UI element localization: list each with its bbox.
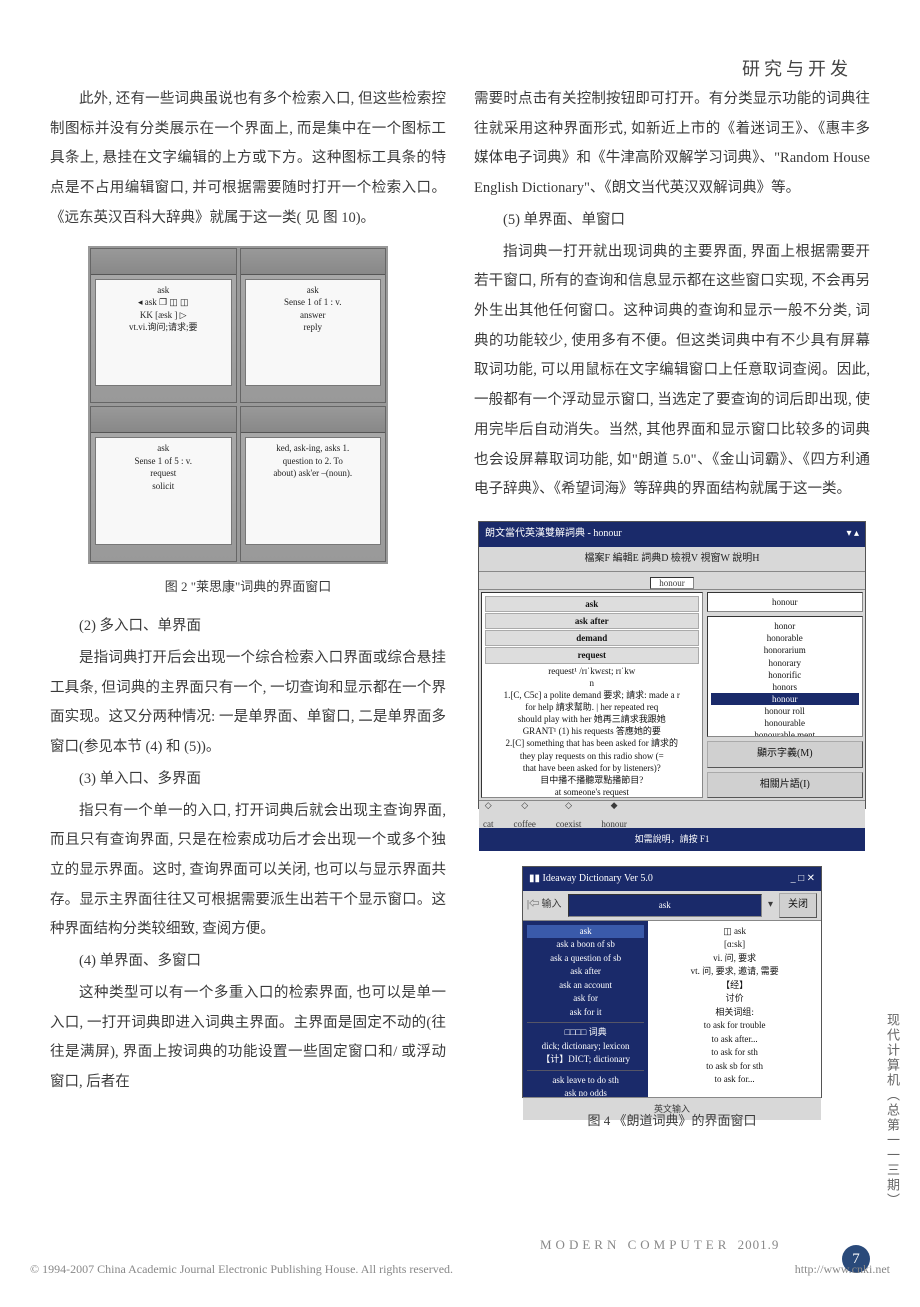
fig3-li-2[interactable]: honorarium (711, 644, 859, 656)
fig3-li-4[interactable]: honorific (711, 669, 859, 681)
figure-4-caption: 图 4 《朗道词典》的界面窗口 (474, 1108, 870, 1135)
fig3-btn-phrase[interactable]: 相關片語(I) (707, 772, 863, 799)
fig3-li-6[interactable]: honour (711, 693, 859, 705)
fig4-li-0[interactable]: ask (527, 925, 644, 939)
para-l1: 此外, 还有一些词典虽说也有多个检索入口, 但这些检索控制图标并没有分类展示在一… (50, 85, 446, 234)
fig4-dropdown-icon[interactable]: ▾ (768, 895, 773, 916)
fig4-li-10[interactable]: ask leave to do sth (527, 1070, 644, 1088)
fig2-panel-3: ask Sense 1 of 5 : v. request solicit (90, 406, 237, 562)
fig4-window-controls[interactable]: _ □ ✕ (791, 869, 815, 890)
side-margin-text: 现代计算机︵总第一一三期︶ (884, 1013, 902, 1208)
fig3-toolbar[interactable]: honour (479, 572, 865, 590)
left-column: 此外, 还有一些词典虽说也有多个检索入口, 但这些检索控制图标并没有分类展示在一… (50, 85, 446, 1146)
heading-3: (3) 单入口、多界面 (50, 765, 446, 795)
fig3-icon-honour[interactable]: ◆honour (601, 796, 627, 833)
right-column: 需要时点击有关控制按钮即可打开。有分类显示功能的词典往往就采用这种界面形式, 如… (474, 85, 870, 1146)
fig3-bottombar[interactable]: ◇cat ◇coffee ◇coexist ◆honour (479, 800, 865, 828)
figure-3: 朗文當代英漢雙解詞典 - honour ▾ ▴ 檔案F 編輯E 詞典D 檢視V … (474, 521, 870, 846)
fig3-li-7[interactable]: honour roll (711, 705, 859, 717)
fig2-panel-4: ked, ask-ing, asks 1. question to 2. To … (240, 406, 387, 562)
fig4-titlebar: ▮▮ Ideaway Dictionary Ver 5.0 _ □ ✕ (523, 867, 821, 892)
fig3-right-pane: honour honor honorable honorarium honora… (705, 590, 865, 800)
fig3-right-input[interactable]: honour (707, 592, 863, 612)
fig3-hdr-ask[interactable]: ask (485, 596, 699, 612)
para-l2: 是指词典打开后会出现一个综合检索入口界面或综合悬挂工具条, 但词典的主界面只有一… (50, 644, 446, 763)
fig3-toolbar-input[interactable]: honour (650, 577, 694, 589)
fig3-hdr-demand[interactable]: demand (485, 630, 699, 646)
fig4-li-1[interactable]: ask a boon of sb (527, 938, 644, 952)
fig3-titlebar: 朗文當代英漢雙解詞典 - honour ▾ ▴ (479, 522, 865, 547)
fig4-title: ▮▮ Ideaway Dictionary Ver 5.0 (529, 869, 653, 890)
heading-2: (2) 多入口、单界面 (50, 612, 446, 642)
figure-4: ▮▮ Ideaway Dictionary Ver 5.0 _ □ ✕ |⇦ 输… (474, 866, 870, 1135)
fig3-left-body: request¹ /rɪˈkwɛst; rɪˈkw n 1.[C, C5c] a… (485, 665, 699, 798)
para-r1: 需要时点击有关控制按钮即可打开。有分类显示功能的词典往往就采用这种界面形式, 如… (474, 85, 870, 204)
fig4-body: ask ask a boon of sb ask a question of s… (523, 921, 821, 1097)
para-l4: 这种类型可以有一个多重入口的检索界面, 也可以是单一入口, 一打开词典即进入词典… (50, 979, 446, 1098)
fig3-li-0[interactable]: honor (711, 620, 859, 632)
fig3-li-5[interactable]: honors (711, 681, 859, 693)
figure-2: ask ◂ ask ❐ ◫ ◫ KK [æsk ] ▷ vt.vi.询问;请求;… (50, 246, 446, 601)
fig4-li-3[interactable]: ask after (527, 965, 644, 979)
fig3-body: ask ask after demand request request¹ /r… (479, 590, 865, 800)
fig3-menubar[interactable]: 檔案F 編輯E 詞典D 檢視V 視窗W 說明H (479, 547, 865, 573)
heading-5: (5) 单界面、单窗口 (474, 206, 870, 236)
fig3-title: 朗文當代英漢雙解詞典 - honour (485, 524, 622, 545)
fig4-li-4[interactable]: ask an account (527, 979, 644, 993)
fig4-li-2[interactable]: ask a question of sb (527, 952, 644, 966)
fig4-right-pane: ◫ ask [ɑ:sk] vi. 问, 要求 vt. 问, 要求, 邀请, 需要… (648, 921, 821, 1097)
heading-4: (4) 单界面、多窗口 (50, 947, 446, 977)
fig4-toolbar-input[interactable]: ask (568, 894, 762, 916)
fig3-li-3[interactable]: honorary (711, 657, 859, 669)
fig4-li-8[interactable]: dick; dictionary; lexicon (527, 1040, 644, 1054)
fig3-window-controls[interactable]: ▾ ▴ (846, 524, 859, 545)
figure-2-caption: 图 2 "莱思康"词典的界面窗口 (50, 574, 446, 601)
para-r2: 指词典一打开就出现词典的主要界面, 界面上根据需要开若干窗口, 所有的查询和信息… (474, 238, 870, 505)
fig4-close-btn[interactable]: 关闭 (779, 893, 817, 918)
fig4-li-7[interactable]: □□□□ 词典 (527, 1022, 644, 1040)
fig2-panel-2: ask Sense 1 of 1 : v. answer reply (240, 248, 387, 404)
fig3-right-list[interactable]: honor honorable honorarium honorary hono… (707, 616, 863, 737)
para-l3: 指只有一个单一的入口, 打开词典后就会出现主查询界面, 而且只有查询界面, 只是… (50, 797, 446, 946)
fig4-left-list[interactable]: ask ask a boon of sb ask a question of s… (523, 921, 648, 1097)
fig2-panel-1: ask ◂ ask ❐ ◫ ◫ KK [æsk ] ▷ vt.vi.询问;请求;… (90, 248, 237, 404)
fig4-li-9[interactable]: 【计】DICT; dictionary (527, 1053, 644, 1067)
figure-4-image: ▮▮ Ideaway Dictionary Ver 5.0 _ □ ✕ |⇦ 输… (522, 866, 822, 1098)
footer-copyright: © 1994-2007 China Academic Journal Elect… (30, 1262, 890, 1277)
fig4-li-5[interactable]: ask for (527, 992, 644, 1006)
fig3-hdr-request[interactable]: request (485, 647, 699, 663)
copyright-text: © 1994-2007 China Academic Journal Elect… (30, 1262, 453, 1277)
figure-2-image: ask ◂ ask ❐ ◫ ◫ KK [æsk ] ▷ vt.vi.询问;请求;… (88, 246, 388, 564)
fig3-hdr-askafter[interactable]: ask after (485, 613, 699, 629)
content-columns: 此外, 还有一些词典虽说也有多个检索入口, 但这些检索控制图标并没有分类展示在一… (50, 85, 870, 1146)
fig3-left-pane[interactable]: ask ask after demand request request¹ /r… (481, 592, 703, 798)
fig3-icon-coffee[interactable]: ◇coffee (514, 796, 536, 833)
fig3-btn-show[interactable]: 顯示字義(M) (707, 741, 863, 768)
footer-brand: MODERN COMPUTER 2001.9 (540, 1237, 779, 1253)
fig4-toolbar-label: |⇦ 输入 (527, 895, 562, 916)
figure-3-image: 朗文當代英漢雙解詞典 - honour ▾ ▴ 檔案F 編輯E 詞典D 檢視V … (478, 521, 866, 809)
fig3-statusbar: 如需說明，請按 F1 (479, 828, 865, 850)
fig4-li-11[interactable]: ask no odds (527, 1087, 644, 1101)
fig3-li-9[interactable]: honourable ment (711, 729, 859, 737)
copyright-url: http://www.cnki.net (795, 1262, 890, 1277)
fig4-li-6[interactable]: ask for it (527, 1006, 644, 1020)
fig4-toolbar[interactable]: |⇦ 输入 ask ▾ 关闭 (523, 891, 821, 921)
fig3-li-1[interactable]: honorable (711, 632, 859, 644)
fig3-li-8[interactable]: honourable (711, 717, 859, 729)
fig3-icon-coexist[interactable]: ◇coexist (556, 796, 582, 833)
fig3-icon-cat[interactable]: ◇cat (483, 796, 494, 833)
section-header: 研究与开发 (742, 55, 852, 81)
